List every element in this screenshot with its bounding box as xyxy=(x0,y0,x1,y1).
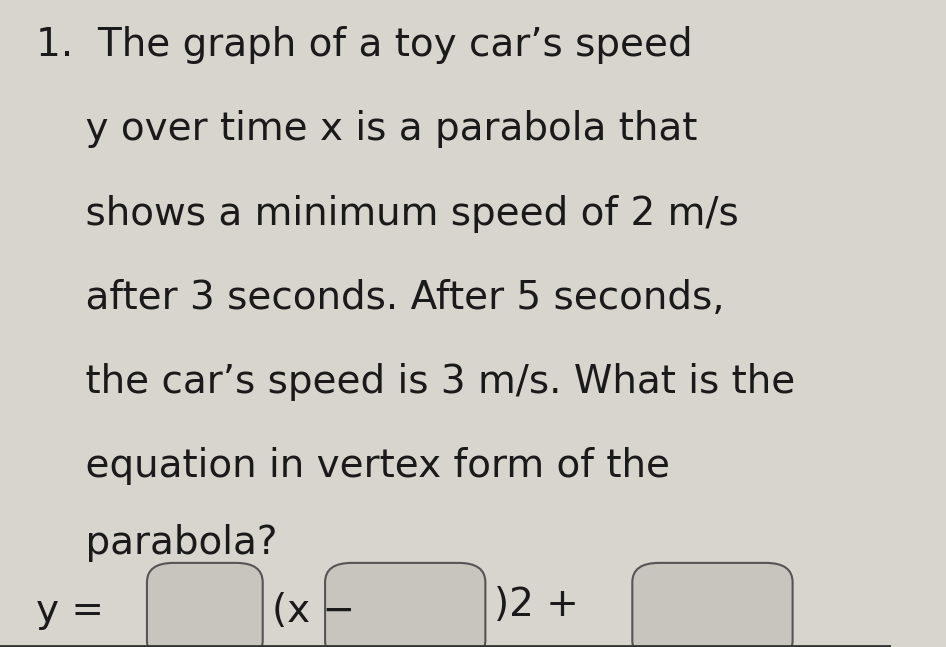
Text: y =: y = xyxy=(36,593,104,630)
FancyBboxPatch shape xyxy=(147,563,263,647)
Text: (x −: (x − xyxy=(272,593,355,630)
FancyBboxPatch shape xyxy=(632,563,793,647)
Text: the car’s speed is 3 m/s. What is the: the car’s speed is 3 m/s. What is the xyxy=(36,363,795,400)
Text: y over time x is a parabola that: y over time x is a parabola that xyxy=(36,111,697,148)
Text: )2 +: )2 + xyxy=(494,586,579,624)
Text: 1.  The graph of a toy car’s speed: 1. The graph of a toy car’s speed xyxy=(36,27,692,64)
Text: shows a minimum speed of 2 m/s: shows a minimum speed of 2 m/s xyxy=(36,195,739,232)
Text: after 3 seconds. After 5 seconds,: after 3 seconds. After 5 seconds, xyxy=(36,279,724,316)
FancyBboxPatch shape xyxy=(325,563,485,647)
Text: parabola?: parabola? xyxy=(36,525,277,562)
Text: equation in vertex form of the: equation in vertex form of the xyxy=(36,447,670,485)
